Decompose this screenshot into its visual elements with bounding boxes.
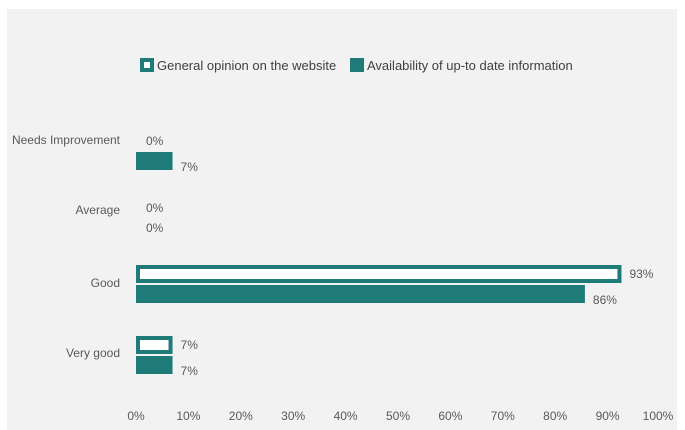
x-tick-label: 70% [491, 409, 515, 423]
legend-label-general-opinion: General opinion on the website [157, 58, 336, 73]
legend: General opinion on the website Availabil… [140, 58, 573, 73]
data-labels: 0% 0% 93% 7% 7% 0% 86% 7% [146, 134, 654, 378]
x-axis-ticks: 0% 10% 20% 30% 40% 50% 60% 70% 80% 90% 1… [127, 409, 673, 423]
series-availability [136, 152, 585, 374]
category-label-average: Average [76, 203, 121, 217]
x-tick-label: 80% [543, 409, 567, 423]
x-tick-label: 40% [334, 409, 358, 423]
x-tick-label: 60% [438, 409, 462, 423]
chart-panel [7, 9, 677, 430]
data-label-availability-very-good: 7% [181, 364, 199, 378]
category-label-very-good: Very good [66, 346, 120, 360]
data-label-general-opinion-very-good: 7% [181, 338, 199, 352]
bar-availability-good [136, 285, 585, 303]
x-tick-label: 30% [281, 409, 305, 423]
data-label-general-opinion-good: 93% [629, 267, 653, 281]
bar-general-opinion-good [136, 265, 622, 283]
x-tick-label: 100% [643, 409, 674, 423]
x-tick-label: 90% [596, 409, 620, 423]
series-general-opinion [136, 265, 622, 354]
bar-general-opinion-very-good [136, 336, 173, 354]
data-label-general-opinion-needs-improvement: 0% [146, 134, 164, 148]
legend-item-availability: Availability of up-to date information [350, 58, 573, 73]
y-axis-labels: Needs Improvement Average Good Very good [12, 133, 121, 360]
category-label-needs-improvement: Needs Improvement [12, 133, 121, 147]
x-tick-label: 10% [176, 409, 200, 423]
legend-label-availability: Availability of up-to date information [367, 58, 573, 73]
category-label-good: Good [91, 276, 120, 290]
legend-item-general-opinion: General opinion on the website [140, 58, 336, 73]
bar-availability-needs-improvement [136, 152, 173, 170]
data-label-availability-good: 86% [593, 293, 617, 307]
data-label-availability-average: 0% [146, 221, 164, 235]
x-tick-label: 0% [127, 409, 145, 423]
data-label-availability-needs-improvement: 7% [181, 160, 199, 174]
bar-availability-very-good [136, 356, 173, 374]
legend-swatch-inner [144, 62, 150, 68]
x-tick-label: 50% [386, 409, 410, 423]
x-tick-label: 20% [229, 409, 253, 423]
legend-swatch-solid [350, 58, 364, 72]
data-label-general-opinion-average: 0% [146, 201, 164, 215]
